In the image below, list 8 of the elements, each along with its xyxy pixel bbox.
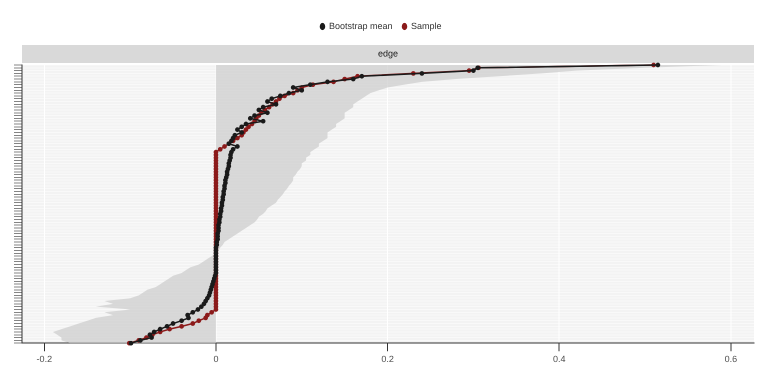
chart-title: edge <box>378 48 398 58</box>
x-tick-label: 0.4 <box>552 354 566 364</box>
x-tick-label: 0.2 <box>381 354 394 364</box>
x-tick-label: 0 <box>213 354 218 364</box>
x-tick-label: 0.6 <box>724 354 738 364</box>
x-tick-label: -0.2 <box>36 354 52 364</box>
legend-label: Bootstrap mean <box>328 20 393 31</box>
legend-label: Sample <box>411 20 442 31</box>
